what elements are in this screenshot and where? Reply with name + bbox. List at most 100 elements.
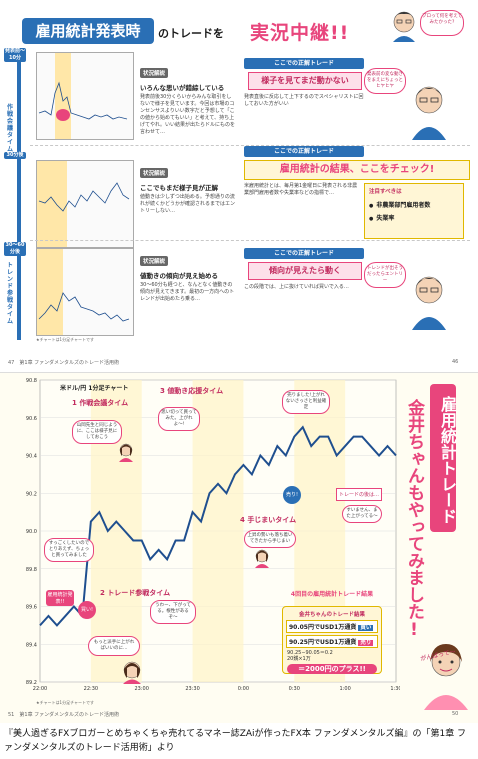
- x-tick-label: 1:30: [390, 686, 400, 692]
- feature-title: 雇用統計トレード 金井ちゃんもやってみました!: [398, 384, 458, 684]
- presenter-portrait: [408, 270, 450, 334]
- footnote: ★チャートは1分足チャートです: [36, 337, 95, 342]
- time-label: 30分後: [4, 152, 26, 159]
- note-item: 失業率: [365, 211, 463, 224]
- section-subtitle: 値動きの傾向が見え始める: [140, 272, 218, 280]
- answer-box: 傾向が見えたら動く: [248, 262, 362, 280]
- speech-bubble: 思い切って買ってみた。上がれよ〜!: [158, 407, 200, 431]
- note-title: 注目すべきは: [369, 189, 402, 195]
- speech-bubble: 山岡先生と同じように、ここは様子見にしておこう: [72, 420, 122, 444]
- speech-bubble: 売りました!上がれないさっさと利益確定: [282, 390, 330, 414]
- page-number: 51 第1章 ファンダメンタルズのトレード活用術: [8, 712, 120, 718]
- speech-bubble: もっと派手に上がればいいのに…: [88, 636, 140, 656]
- speech-bubble: プロって何を考えてみたかった?: [420, 10, 464, 36]
- y-tick-label: 90.2: [26, 491, 37, 497]
- note-item: 非農業部門雇用者数: [365, 198, 463, 211]
- y-tick-label: 90.8: [26, 378, 37, 384]
- event-label: 3 値動き応援タイム: [160, 387, 224, 395]
- result-row: 90.05円でUSD1万通貨 買い: [286, 620, 378, 633]
- section-head: 状況解説: [140, 168, 169, 178]
- speech-bubble: 発表前の変な動きをまえにちょっとヒヤヒヤ: [364, 68, 406, 94]
- image-caption: 『美人過ぎるFXブロガーとめちゃくちゃ売れてるマネー誌ZAiが作ったFX本 ファ…: [4, 729, 467, 753]
- y-tick-label: 89.6: [26, 605, 37, 611]
- result-box: 金井ちゃんのトレード結果 90.05円でUSD1万通貨 買い 90.25円でUSD…: [282, 606, 382, 674]
- divider: [30, 240, 470, 241]
- result-title: 金井ちゃんのトレード結果: [298, 612, 365, 618]
- check-title: 雇用統計の結果、ここをチェック!: [244, 160, 470, 180]
- answer-body: 発表直後に反応して上下するのでスペシャリストに回しておいた方がいい: [244, 94, 364, 107]
- presenter-portrait: [408, 80, 450, 144]
- page-title: 雇用統計発表時: [22, 18, 154, 44]
- result-header: 4回目の雇用統計トレード結果: [290, 591, 374, 598]
- speech-bubble: うわー、下がってる。根性があるぞ〜: [150, 600, 196, 624]
- answer-bar: ここでの正解トレード: [244, 58, 364, 69]
- x-tick-label: 1:00: [340, 686, 351, 692]
- commentary: 状況解説 値動きの傾向が見え始める 30〜60分も経つと、なんとなく値動きの傾向…: [140, 248, 236, 303]
- time-label: 発表前〜10分: [4, 48, 26, 62]
- event-label: 2 トレード参戦タイム: [100, 589, 171, 597]
- mini-chart: [36, 52, 134, 140]
- section-body: 発表前後30分くらいからみんな取引をしないで様子を見ています。今回は市場のコンセ…: [140, 94, 236, 135]
- trade-marker: 買い!: [78, 601, 96, 619]
- section-body: 値動きは少しずつ出始める。予想通りの流れが続くかどうかが確認されるまではエントリ…: [140, 194, 236, 214]
- event-callout: トレードの後は…: [336, 488, 382, 501]
- x-tick-label: 23:00: [135, 686, 149, 692]
- result-total: ＝2000円のプラス!!: [287, 664, 377, 674]
- divider: [30, 145, 470, 146]
- mini-chart: [36, 160, 134, 248]
- answer-bar: ここでの正解トレード: [244, 248, 364, 259]
- page-number: 46: [452, 359, 459, 365]
- speech-bubble: すいません、また上がってる〜: [342, 505, 382, 523]
- section-subtitle: いろんな思いが錯綜している: [140, 84, 225, 92]
- y-tick-label: 89.8: [26, 567, 37, 573]
- section-head: 状況解説: [140, 256, 169, 266]
- vertical-label: 作戦会議タイム: [6, 104, 13, 153]
- chart-label: 米ドル/円 1分足チャート: [60, 384, 128, 392]
- x-tick-label: 0:00: [238, 686, 249, 692]
- section-subtitle: ここでもまだ様子見が正解: [140, 184, 218, 192]
- time-band: [192, 380, 244, 682]
- time-label: 30〜60分後: [4, 242, 26, 256]
- cheering-character: [418, 640, 474, 714]
- live-title: 実況中継!!: [250, 22, 350, 44]
- answer-box: 様子を見てまだ動かない: [248, 72, 362, 90]
- note-box: 注目すべきは 非農業部門雇用者数 失業率: [364, 183, 464, 239]
- speech-bubble: すっごくしたいのでとりあえず、ちょっと買ってみました: [44, 538, 94, 562]
- footnote: ★チャートは1分足チャートです: [36, 700, 95, 705]
- vertical-label: トレンド参戦タイム: [6, 262, 13, 325]
- x-tick-label: 0:30: [289, 686, 300, 692]
- page-number: 47 第1章 ファンダメンタルズのトレード活用術: [8, 360, 120, 366]
- character-icon: [122, 660, 142, 688]
- y-tick-label: 89.4: [26, 642, 37, 648]
- event-callout: 雇用統計発表!!: [46, 590, 74, 606]
- page-title-suffix: のトレードを: [158, 27, 224, 40]
- event-label: 1 作戦会議タイム: [72, 399, 129, 407]
- result-calc: 90.25−90.05＝0.2 20銭×1万: [287, 650, 333, 662]
- commentary: 状況解説 いろんな思いが錯綜している 発表前後30分くらいからみんな取引をしない…: [140, 60, 236, 136]
- section-body: 30〜60分も経つと、なんとなく値動きの傾向が見えてきます。最初の一方向へのトレ…: [140, 282, 235, 302]
- section-head: 状況解説: [140, 68, 169, 78]
- answer-body: 米雇用統計とは、毎月第1金曜日に発表される非農業部門雇用者数や失業率などの指標で…: [244, 183, 358, 196]
- trade-marker: 売り!: [283, 486, 301, 504]
- x-tick-label: 22:00: [33, 686, 47, 692]
- page-number: 50: [452, 711, 459, 717]
- price-line: [39, 425, 397, 627]
- speech-bubble: トレンドが出そうだったらエントリー: [364, 262, 406, 288]
- y-tick-label: 89.2: [26, 680, 37, 686]
- commentary: 状況解説 ここでもまだ様子見が正解 値動きは少しずつ出始める。予想通りの流れが続…: [140, 160, 236, 215]
- presenter-portrait: [389, 8, 419, 42]
- y-tick-label: 90.6: [26, 416, 37, 422]
- y-tick-label: 90.4: [26, 454, 37, 460]
- result-row: 90.25円でUSD1万通貨 売り: [286, 635, 378, 648]
- mini-chart: [36, 248, 134, 336]
- y-tick-label: 90.0: [26, 529, 37, 535]
- x-tick-label: 22:30: [84, 686, 98, 692]
- answer-bar: ここでの正解トレード: [244, 146, 364, 157]
- x-tick-label: 23:30: [185, 686, 199, 692]
- answer-body: この段階では、上に抜けていれば買いで入る…: [244, 284, 349, 290]
- timeline-rail: [17, 50, 21, 340]
- event-label: 4 手じまいタイム: [240, 516, 297, 524]
- character-icon: [118, 442, 134, 466]
- character-icon: [254, 548, 270, 572]
- speech-bubble: 上昇の勢いも落ち着いてきたから手じまい: [244, 530, 296, 548]
